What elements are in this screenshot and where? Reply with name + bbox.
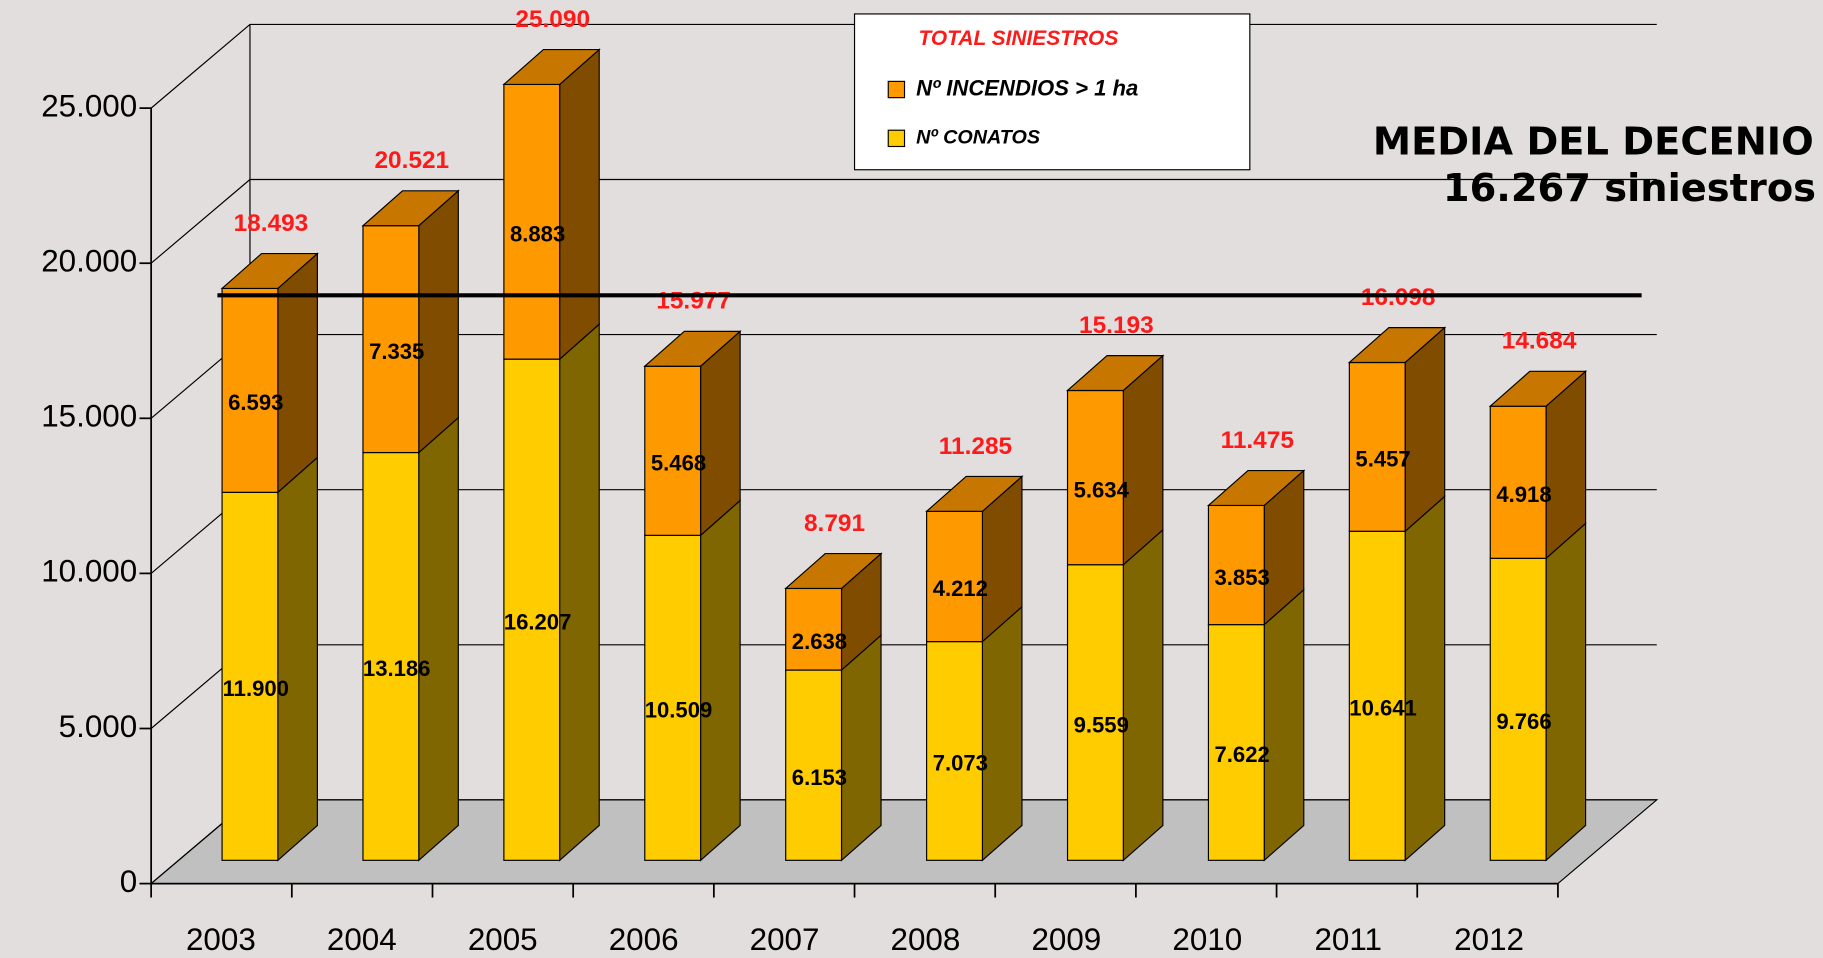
x-tick-label: 2005	[468, 922, 538, 957]
bar	[1066, 389, 1124, 566]
mean-title: MEDIA DEL DECENIO	[1373, 120, 1814, 165]
data-label: 6.593	[228, 390, 283, 415]
bar-side	[418, 189, 459, 454]
bar-side	[1404, 495, 1446, 862]
data-label: 4.918	[1496, 482, 1551, 507]
bar	[362, 225, 420, 454]
x-tick-label: 2012	[1454, 922, 1524, 957]
bar	[503, 358, 561, 861]
data-label: 7.073	[933, 751, 988, 776]
total-label: 14.684	[1502, 328, 1577, 355]
total-label: 25.090	[515, 6, 590, 33]
bar-side	[418, 416, 459, 862]
total-label: 11.475	[1221, 427, 1294, 454]
x-tick-label: 2009	[1031, 922, 1101, 957]
bar-top	[361, 190, 460, 227]
bar-top	[1347, 327, 1447, 364]
bar-top	[1488, 370, 1588, 407]
total-label: 11.285	[939, 433, 1012, 460]
bar-side	[700, 330, 741, 537]
x-tick-label: 2008	[891, 922, 961, 957]
bar-side	[559, 322, 600, 862]
y-tick-label: 20.000	[41, 244, 137, 279]
bar-side	[1122, 354, 1164, 567]
bar	[644, 365, 702, 536]
legend-label: Nº CONATOS	[916, 127, 1040, 149]
data-label: 5.468	[651, 451, 706, 476]
legend-label: Nº INCENDIOS > 1 ha	[916, 75, 1138, 100]
data-label: 11.900	[223, 676, 289, 701]
data-label: 5.457	[1355, 447, 1410, 472]
bar-top	[925, 475, 1024, 512]
bar	[1066, 564, 1124, 861]
data-label: 9.766	[1496, 709, 1551, 734]
data-label: 2.638	[792, 629, 847, 654]
x-tick-label: 2004	[327, 922, 397, 957]
bar-top	[502, 48, 601, 85]
bar	[926, 641, 984, 861]
bar	[1489, 405, 1547, 559]
data-label: 9.559	[1074, 712, 1129, 737]
bar-side	[1545, 522, 1587, 862]
bar-top	[643, 330, 742, 367]
bar-side	[277, 252, 318, 494]
y-tick-label: 15.000	[41, 399, 137, 434]
data-label: 16.207	[504, 610, 572, 635]
bar-top	[784, 553, 883, 590]
y-tick-label: 0	[120, 864, 137, 899]
data-label: 3.853	[1215, 565, 1270, 590]
total-label: 16.098	[1361, 284, 1436, 311]
data-label: 8.883	[510, 222, 565, 247]
legend-swatch	[887, 129, 906, 148]
data-label: 7.335	[369, 339, 424, 364]
legend-box	[853, 13, 1251, 171]
bar	[1489, 557, 1547, 861]
bar	[221, 287, 279, 493]
data-label: 6.153	[792, 765, 847, 790]
bar-side	[559, 48, 600, 361]
bar	[1207, 504, 1265, 626]
total-label: 20.521	[374, 147, 449, 174]
x-tick-label: 2007	[750, 922, 820, 957]
total-label: 18.493	[234, 210, 309, 237]
bar-side	[700, 499, 741, 862]
plot: 0 5.000 10.000 15.000 20.000 25.000 2003 2004 20…	[41, 6, 1816, 957]
y-tick-label: 25.000	[41, 88, 137, 123]
data-label: 7.622	[1215, 742, 1270, 767]
bar-side	[1263, 588, 1305, 862]
bar-top	[1065, 355, 1165, 392]
bar	[926, 510, 984, 643]
data-label: 4.212	[933, 576, 988, 601]
bar-side	[981, 605, 1023, 862]
legend-title: TOTAL SINIESTROS	[918, 27, 1118, 50]
bar-top	[1206, 470, 1306, 507]
bar	[1348, 530, 1406, 861]
x-tick-label: 2006	[609, 922, 679, 957]
data-label: 5.634	[1074, 477, 1130, 502]
total-label: 8.791	[804, 510, 865, 537]
grid-line	[150, 178, 1657, 264]
x-tick-label: 2003	[186, 922, 256, 957]
data-label: 10.509	[645, 698, 713, 723]
data-label: 10.641	[1349, 696, 1417, 721]
total-label: 15.977	[656, 288, 731, 315]
bar-top	[220, 252, 319, 290]
data-label: 13.186	[363, 656, 431, 681]
bar	[221, 491, 279, 861]
bar-side	[840, 633, 882, 862]
bar	[503, 83, 561, 360]
bar-side	[1404, 326, 1446, 533]
y-tick-label: 10.000	[41, 554, 137, 589]
legend-swatch	[887, 80, 906, 99]
y-tick-label: 5.000	[59, 709, 138, 744]
bar-side	[277, 456, 318, 862]
mean-label: 16.267 siniestros	[1443, 166, 1816, 211]
x-tick-label: 2010	[1172, 922, 1242, 957]
bar-side	[1122, 528, 1164, 862]
bar	[644, 534, 702, 861]
total-label: 15.193	[1079, 312, 1154, 339]
x-tick-label: 2011	[1314, 922, 1381, 957]
